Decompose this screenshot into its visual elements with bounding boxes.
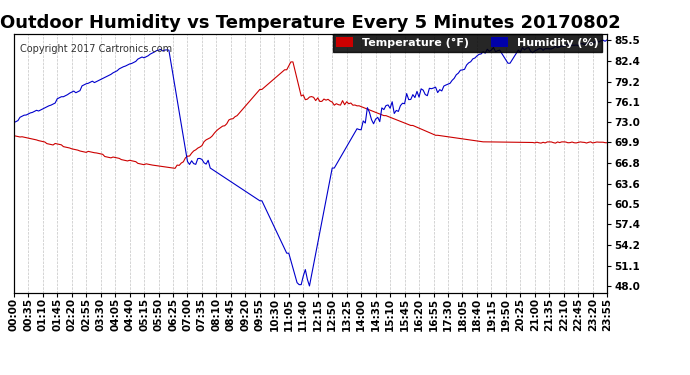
Text: Copyright 2017 Cartronics.com: Copyright 2017 Cartronics.com — [20, 44, 172, 54]
Title: Outdoor Humidity vs Temperature Every 5 Minutes 20170802: Outdoor Humidity vs Temperature Every 5 … — [0, 14, 621, 32]
Legend: Temperature (°F), Humidity (%): Temperature (°F), Humidity (%) — [333, 34, 602, 52]
